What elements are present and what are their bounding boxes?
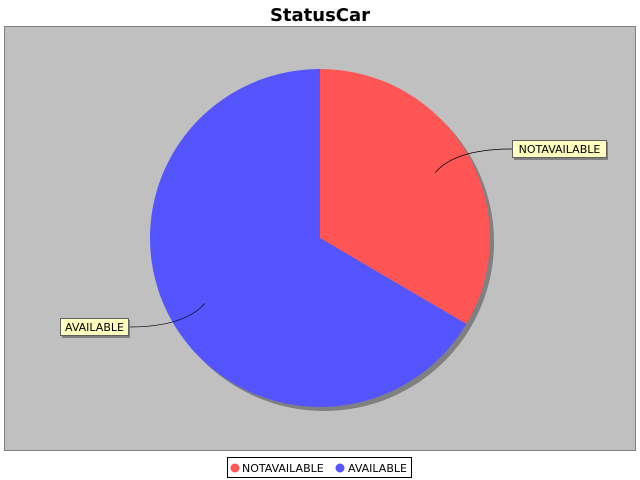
legend-label-available: AVAILABLE xyxy=(348,462,407,475)
leader-line-available xyxy=(127,303,206,328)
pie-group xyxy=(150,69,494,411)
legend: NOTAVAILABLE AVAILABLE xyxy=(227,457,412,478)
legend-marker-notavailable xyxy=(230,463,240,473)
chart-title: StatusCar xyxy=(270,5,370,26)
pie-slice-available xyxy=(150,69,467,407)
legend-marker-available xyxy=(335,463,345,473)
leader-line-notavailable xyxy=(434,148,513,173)
pie-slice-notavailable xyxy=(320,69,491,325)
slice-labels: NOTAVAILABLE AVAILABLE xyxy=(60,140,608,338)
legend-box xyxy=(227,457,412,478)
legend-label-notavailable: NOTAVAILABLE xyxy=(242,462,324,475)
label-box-notavailable xyxy=(512,140,607,158)
slice-label-notavailable: NOTAVAILABLE xyxy=(519,143,601,156)
label-box-available xyxy=(60,318,129,336)
slice-label-available: AVAILABLE xyxy=(65,321,124,334)
